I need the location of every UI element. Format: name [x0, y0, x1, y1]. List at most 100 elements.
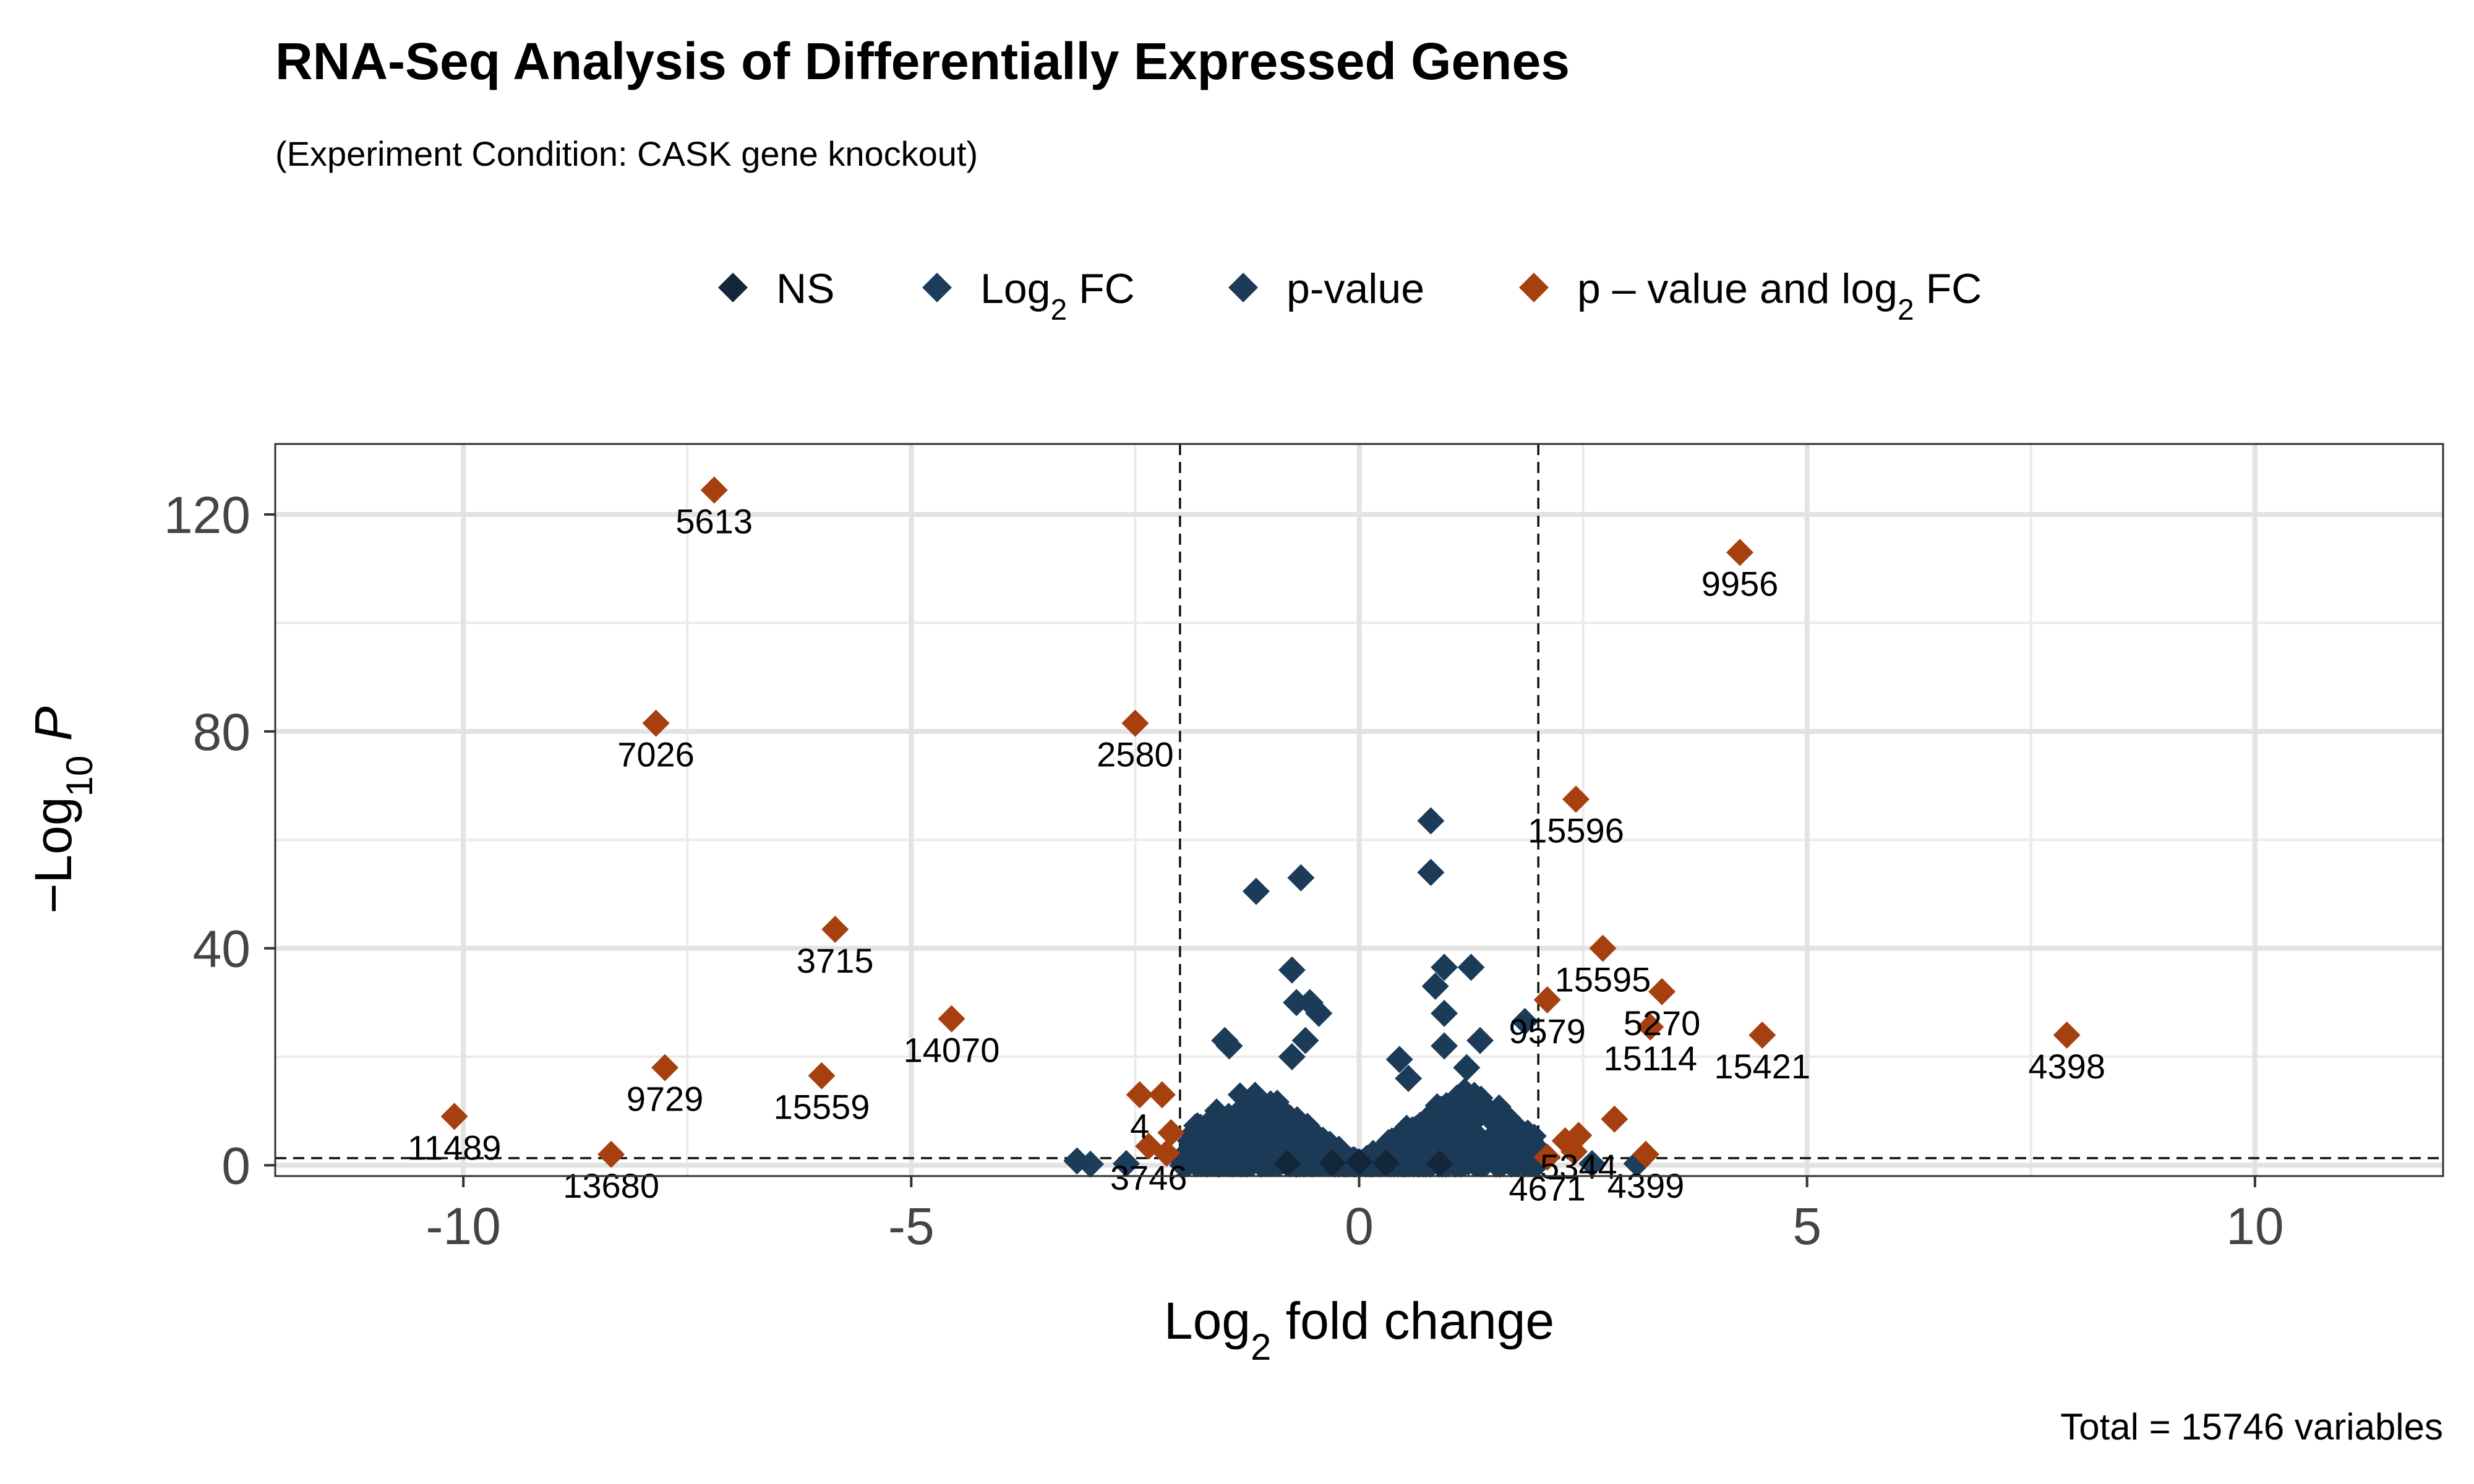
chart-title: RNA-Seq Analysis of Differentially Expre…: [275, 32, 1570, 90]
data-point: [642, 709, 670, 737]
data-point: [1287, 864, 1315, 892]
point-labels: 5613 9956 7026 2580 15596 3715 15595 5270 9579 14…: [408, 502, 2105, 1208]
legend-marker: [718, 273, 748, 302]
y-tick-label: 120: [164, 486, 250, 544]
data-point: [1305, 999, 1333, 1027]
data-point: [1185, 1112, 1210, 1137]
point-label: 4671: [1509, 1169, 1586, 1208]
data-point: [1112, 1149, 1140, 1177]
data-point: [700, 476, 728, 504]
data-point: [1560, 1138, 1588, 1166]
data-point: [1303, 1122, 1329, 1147]
data-point: [1253, 1125, 1278, 1151]
data-point: [1431, 953, 1458, 981]
legend-item: p – value and log2 FC: [1519, 265, 1982, 326]
data-point: [1464, 1086, 1489, 1111]
data-point: [821, 915, 849, 943]
data-point: [1431, 1032, 1458, 1060]
legend-label: p-value: [1286, 265, 1424, 312]
point-label: 5613: [675, 502, 753, 541]
data-point: [1632, 1140, 1659, 1168]
point-label: 4: [1130, 1106, 1149, 1145]
data-point: [1299, 1153, 1324, 1178]
data-point: [1291, 1026, 1319, 1054]
data-point: [1157, 1119, 1185, 1146]
point-label: 15421: [1714, 1047, 1810, 1086]
data-point: [1457, 953, 1485, 981]
legend-label: p – value and log2 FC: [1577, 265, 1982, 326]
data-point: [938, 1005, 965, 1033]
point-label: 5344: [1540, 1147, 1617, 1186]
point-label: 15114: [1603, 1039, 1697, 1078]
data-point: [1518, 1133, 1543, 1159]
data-point: [1319, 1149, 1346, 1177]
data-point: [1273, 1149, 1301, 1177]
data-point: [2053, 1021, 2081, 1049]
data-point: [1278, 956, 1306, 984]
point-label: 4399: [1607, 1166, 1685, 1205]
data-point: [1227, 1082, 1252, 1107]
x-axis-title: Log2 fold change: [1164, 1292, 1554, 1368]
y-tick-label: 40: [193, 920, 250, 978]
data-point: [1215, 1032, 1243, 1060]
data-point: [1372, 1149, 1400, 1177]
point-label: 7026: [617, 735, 695, 774]
data-point: [808, 1062, 836, 1090]
data-point: [1748, 1021, 1776, 1049]
data-point: [1126, 1081, 1154, 1109]
data-point: [1578, 1149, 1606, 1177]
data-point: [597, 1140, 625, 1168]
plot-panel: 5613 9956 7026 2580 15596 3715 15595 5270 9579 14…: [274, 443, 2444, 1208]
data-point: [1417, 858, 1445, 886]
data-point: [1589, 934, 1617, 962]
data-point: [1648, 978, 1676, 1005]
data-point: [1637, 1013, 1664, 1041]
data-point: [1453, 1054, 1481, 1081]
legend-item: NS: [718, 265, 834, 312]
data-point: [1484, 1109, 1510, 1135]
data-point: [440, 1102, 468, 1130]
data-point: [1421, 973, 1449, 1000]
data-point: [1063, 1147, 1091, 1175]
data-point: [1417, 807, 1445, 835]
data-point: [1511, 1008, 1539, 1036]
x-tick-label: 0: [1345, 1197, 1374, 1255]
point-label: 15596: [1528, 811, 1624, 850]
point-label: 9579: [1509, 1012, 1586, 1051]
point-label: 3746: [1110, 1158, 1188, 1197]
point-label: 3715: [797, 941, 874, 980]
legend: NS Log2 FC p-value p – value and log2 FC: [718, 265, 1982, 326]
data-point: [1276, 1121, 1301, 1146]
data-point: [1500, 1111, 1526, 1136]
data-point: [1153, 1140, 1181, 1167]
point-label: 15559: [774, 1088, 870, 1127]
data-point: [1283, 989, 1311, 1017]
y-axis-title: −Log10 P: [24, 706, 100, 913]
data-point: [1215, 1106, 1240, 1132]
data-point: [1395, 1065, 1423, 1093]
chart-subtitle: (Experiment Condition: CASK gene knockou…: [275, 134, 978, 173]
point-label: 4398: [2028, 1047, 2105, 1086]
data-point: [1533, 1143, 1561, 1171]
y-tick-label: 0: [221, 1136, 250, 1195]
x-tick-label: 5: [1792, 1197, 1821, 1255]
data-point: [651, 1054, 679, 1081]
data-point: [1726, 539, 1754, 566]
data-point: [1533, 986, 1561, 1013]
point-label: 15595: [1555, 960, 1651, 999]
data-point: [1248, 1104, 1273, 1129]
data-point: [1148, 1081, 1176, 1109]
point-label: 9729: [627, 1080, 704, 1119]
legend-item: p-value: [1228, 265, 1424, 312]
data-point: [1269, 1099, 1295, 1124]
data-point: [1238, 1147, 1263, 1172]
point-label: 11489: [408, 1128, 502, 1167]
data-point: [1278, 1043, 1306, 1071]
data-point: [1426, 1149, 1453, 1177]
legend-marker: [1228, 273, 1258, 302]
point-label: 2580: [1097, 735, 1174, 774]
legend-marker: [1519, 273, 1549, 302]
data-point: [1385, 1046, 1413, 1073]
data-point: [1345, 1148, 1373, 1176]
